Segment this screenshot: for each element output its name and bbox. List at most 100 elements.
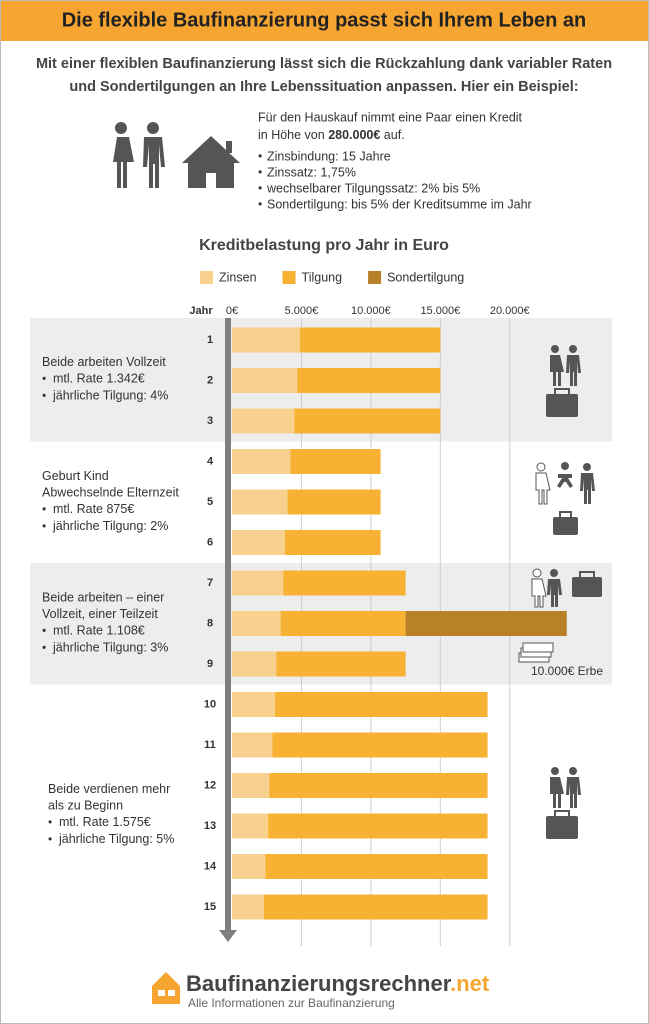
example-text: in Höhe von 280.000€ auf. <box>258 128 405 142</box>
legend-label: Tilgung <box>302 270 343 284</box>
bar-segment <box>232 449 291 474</box>
intro-line: und Sondertilgungen an Ihre Lebenssituat… <box>69 79 578 95</box>
legend-swatch <box>282 271 296 284</box>
bar-segment <box>232 854 266 879</box>
y-tick-label: 5 <box>207 496 213 508</box>
bar-segment <box>272 732 488 758</box>
annotation: 10.000€ Erbe <box>531 664 603 678</box>
phase-title: Beide arbeiten Vollzeit <box>42 355 166 369</box>
chart-title: Kreditbelastung pro Jahr in Euro <box>199 237 449 254</box>
house-icon <box>182 136 240 188</box>
y-axis-label: Jahr <box>189 305 213 317</box>
bullet-dot: • <box>42 502 46 516</box>
bar-segment <box>268 813 488 839</box>
y-tick-label: 10 <box>204 698 216 710</box>
couple-icon <box>113 122 165 188</box>
bullet-dot: • <box>258 149 262 163</box>
y-tick-label: 11 <box>204 739 216 751</box>
y-tick-label: 2 <box>207 374 213 386</box>
example-bullet: wechselbarer Tilgungssatz: 2% bis 5% <box>266 181 480 195</box>
x-tick-label: 15.000€ <box>420 305 460 317</box>
brand-tld: .net <box>450 971 490 996</box>
example-amount: 280.000€ <box>328 128 380 142</box>
phase-bullet: jährliche Tilgung: 2% <box>52 519 168 533</box>
bar-segment <box>232 773 270 798</box>
bullet-dot: • <box>258 181 262 195</box>
y-tick-label: 13 <box>204 820 216 832</box>
x-tick-label: 10.000€ <box>351 305 391 317</box>
bar-segment <box>300 327 441 353</box>
bullet-dot: • <box>42 371 46 385</box>
legend-label: Zinsen <box>219 270 257 284</box>
bar-segment <box>297 368 441 393</box>
bar-segment <box>290 449 381 474</box>
y-tick-label: 12 <box>204 779 216 791</box>
y-tick-label: 8 <box>207 617 213 629</box>
bullet-dot: • <box>42 519 46 533</box>
bar-segment <box>232 368 298 393</box>
y-tick-label: 4 <box>207 455 214 467</box>
phase-bullet: jährliche Tilgung: 3% <box>52 641 168 655</box>
phase-title: Beide verdienen mehr <box>48 782 170 796</box>
time-axis <box>225 318 231 933</box>
bar-segment <box>232 813 269 839</box>
example-bullet: Zinssatz: 1,75% <box>267 165 356 179</box>
y-tick-label: 14 <box>204 860 217 872</box>
example-bullet: Sondertilgung: bis 5% der Kreditsumme im… <box>267 197 532 211</box>
y-tick-label: 1 <box>207 334 213 346</box>
phase-title: Abwechselnde Elternzeit <box>42 486 179 500</box>
phase-bullet: mtl. Rate 1.108€ <box>53 624 145 638</box>
bar-segment <box>232 327 301 353</box>
y-tick-label: 7 <box>207 577 213 589</box>
chart: Beide arbeiten Vollzeit • mtl. Rate 1.342€… <box>30 305 612 946</box>
y-tick-label: 3 <box>207 415 213 427</box>
bar-segment <box>283 570 406 596</box>
y-tick-label: 9 <box>207 658 213 670</box>
phase-bullet: jährliche Tilgung: 5% <box>58 832 174 846</box>
bar-segment <box>232 489 288 515</box>
phase-bullet: mtl. Rate 1.575€ <box>59 815 151 829</box>
tagline: Alle Informationen zur Baufinanzierung <box>188 996 395 1010</box>
page-title: Die flexible Baufinanzierung passt sich … <box>62 9 587 31</box>
bullet-dot: • <box>42 388 46 402</box>
bullet-dot: • <box>48 832 52 846</box>
bar-segment <box>276 651 406 677</box>
brand: Baufinanzierungsrechner.net <box>186 971 490 996</box>
bar-segment <box>284 530 381 555</box>
y-tick-label: 15 <box>204 901 216 913</box>
bar-segment <box>232 611 281 636</box>
bar-segment <box>232 894 264 920</box>
logo-icon <box>152 972 180 1004</box>
bar-segment <box>275 692 488 717</box>
legend-swatch <box>368 271 382 284</box>
bar-segment <box>287 489 381 515</box>
bar-segment <box>232 692 276 717</box>
phase-bullet: jährliche Tilgung: 4% <box>52 389 168 403</box>
intro-line: Mit einer flexiblen Baufinanzierung läss… <box>36 56 612 72</box>
phase-bullet: mtl. Rate 1.342€ <box>53 372 145 386</box>
bar-segment <box>263 894 488 920</box>
phase-title: Vollzeit, einer Teilzeit <box>42 607 158 621</box>
bar-segment <box>280 611 406 636</box>
bar-segment <box>232 530 285 555</box>
x-tick-label: 20.000€ <box>490 305 530 317</box>
bullet-dot: • <box>48 815 52 829</box>
legend-swatch <box>200 271 213 284</box>
y-tick-label: 6 <box>207 536 213 548</box>
bar-segment <box>265 854 488 879</box>
header-bar <box>1 1 648 41</box>
bar-segment <box>232 651 277 677</box>
brand-name: Baufinanzierungsrechner <box>186 971 452 996</box>
example-text: Für den Hauskauf nimmt eine Paar einen K… <box>258 110 523 124</box>
example-text: auf. <box>380 128 404 142</box>
bar-segment <box>232 732 273 758</box>
bar-segment <box>269 773 488 798</box>
phase-bullet: mtl. Rate 875€ <box>53 502 134 516</box>
example-bullets: • Zinsbindung: 15 Jahre • Zinssatz: 1,75% • w… <box>258 149 532 211</box>
bar-segment <box>232 408 295 434</box>
bar-segment <box>405 611 567 636</box>
bullet-dot: • <box>42 623 46 637</box>
time-arrow <box>219 930 237 942</box>
phase-icons <box>518 345 602 839</box>
